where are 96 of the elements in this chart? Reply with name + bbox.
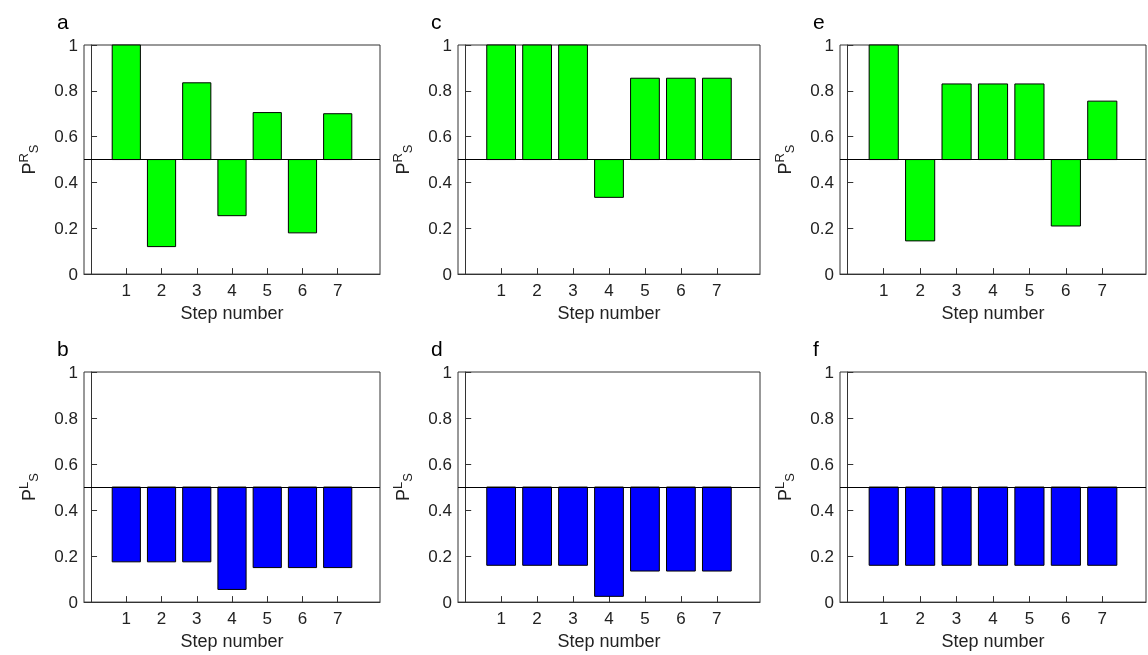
x-tick-label: 3 [568, 609, 578, 629]
x-tick-label: 2 [915, 609, 925, 629]
x-tick-label: 6 [297, 281, 308, 301]
chart-title: c [431, 10, 442, 33]
y-tick-label: 1 [824, 35, 834, 55]
y-tick-label: 0 [68, 592, 78, 612]
y-tick-label: 0.2 [428, 546, 452, 566]
y-tick-label: 0.8 [54, 408, 78, 428]
y-axis-title: PRS [390, 144, 415, 175]
y-tick-label: 0.8 [428, 81, 452, 101]
y-tick-label: 0 [442, 264, 452, 284]
y-tick-label: 1 [824, 362, 834, 382]
y-tick-label: 0 [824, 592, 834, 612]
y-axis-title: PLS [390, 472, 415, 502]
x-tick-label: 1 [121, 281, 132, 301]
y-tick-label: 0.4 [54, 500, 78, 520]
x-tick-label: 4 [227, 609, 237, 629]
y-tick-label: 0.8 [428, 408, 452, 428]
x-tick-label: 7 [1097, 281, 1108, 301]
y-tick-label: 0 [824, 264, 834, 284]
x-tick-label: 2 [532, 281, 542, 301]
y-tick-label: 0 [68, 264, 78, 284]
x-tick-label: 7 [1097, 609, 1108, 629]
y-tick-label: 0.2 [810, 546, 834, 566]
y-tick-label: 0.6 [54, 127, 78, 147]
x-tick-label: 4 [988, 281, 998, 301]
x-tick-label: 7 [712, 609, 722, 629]
y-tick-label: 0.6 [54, 454, 78, 474]
y-tick-label: 0.2 [810, 218, 834, 238]
x-tick-label: 5 [262, 609, 272, 629]
y-tick-label: 0.6 [810, 127, 834, 147]
y-axis-title: PRS [16, 144, 41, 175]
chart-title: b [57, 337, 69, 360]
x-tick-label: 1 [878, 609, 889, 629]
x-tick-label: 6 [676, 281, 686, 301]
x-tick-label: 1 [878, 281, 889, 301]
y-tick-label: 0.8 [54, 81, 78, 101]
x-tick-label: 1 [496, 281, 506, 301]
x-axis-title: Step number [941, 631, 1045, 651]
x-tick-label: 3 [951, 281, 962, 301]
x-tick-label: 7 [712, 281, 722, 301]
x-tick-label: 5 [640, 281, 650, 301]
y-tick-label: 0.8 [810, 408, 834, 428]
x-tick-label: 6 [297, 609, 308, 629]
x-tick-label: 1 [496, 609, 506, 629]
y-tick-label: 0.6 [810, 454, 834, 474]
y-axis-title: PLS [772, 472, 797, 502]
x-axis-title: Step number [557, 303, 661, 323]
x-tick-label: 3 [951, 609, 962, 629]
y-tick-label: 0 [442, 592, 452, 612]
x-tick-label: 5 [1024, 609, 1035, 629]
y-tick-label: 0.4 [428, 172, 452, 192]
chart-title: f [813, 337, 819, 360]
y-tick-label: 0.2 [54, 546, 78, 566]
chart-title: e [813, 10, 825, 33]
y-tick-label: 0.2 [428, 218, 452, 238]
x-axis-title: Step number [941, 303, 1045, 323]
x-tick-label: 3 [192, 609, 202, 629]
x-tick-label: 5 [640, 609, 650, 629]
y-tick-label: 0.4 [54, 172, 78, 192]
x-tick-label: 6 [1061, 281, 1071, 301]
y-tick-label: 1 [442, 35, 452, 55]
x-tick-label: 4 [604, 281, 614, 301]
x-tick-label: 2 [915, 281, 925, 301]
x-tick-label: 6 [676, 609, 686, 629]
x-tick-label: 3 [192, 281, 202, 301]
y-tick-label: 0.8 [810, 81, 834, 101]
x-tick-label: 1 [121, 609, 132, 629]
x-tick-label: 7 [332, 281, 343, 301]
x-axis-title: Step number [180, 631, 284, 651]
y-axis-title: PLS [16, 472, 41, 502]
x-tick-label: 2 [156, 281, 167, 301]
x-tick-label: 7 [332, 609, 343, 629]
y-tick-label: 0.6 [428, 454, 452, 474]
y-tick-label: 1 [68, 35, 78, 55]
x-axis-title: Step number [557, 631, 661, 651]
x-tick-label: 4 [227, 281, 237, 301]
x-tick-label: 4 [988, 609, 998, 629]
x-tick-label: 2 [156, 609, 167, 629]
chart-title: a [57, 10, 69, 33]
y-tick-label: 0.2 [54, 218, 78, 238]
x-tick-label: 4 [604, 609, 614, 629]
x-tick-label: 2 [532, 609, 542, 629]
x-axis-title: Step number [180, 303, 284, 323]
y-tick-label: 1 [442, 362, 452, 382]
x-tick-label: 5 [262, 281, 272, 301]
x-tick-label: 6 [1061, 609, 1071, 629]
y-tick-label: 0.4 [810, 172, 834, 192]
y-tick-label: 1 [68, 362, 78, 382]
x-tick-label: 3 [568, 281, 578, 301]
y-tick-label: 0.6 [428, 127, 452, 147]
y-axis-title: PRS [772, 144, 797, 175]
y-tick-label: 0.4 [810, 500, 834, 520]
x-tick-label: 5 [1024, 281, 1035, 301]
y-tick-label: 0.4 [428, 500, 452, 520]
chart-title: d [431, 337, 443, 360]
